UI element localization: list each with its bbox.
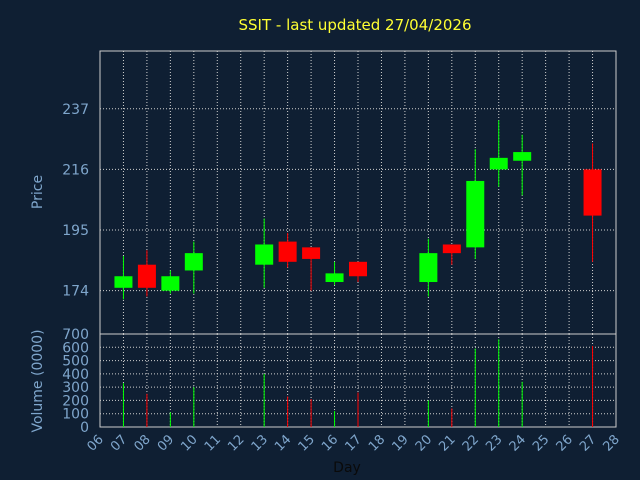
volume-y-tick-label: 100 [62, 407, 89, 423]
candle-body [137, 264, 156, 288]
candle-body [466, 180, 485, 248]
candle-body [325, 273, 344, 283]
volume-y-tick-label: 700 [62, 327, 89, 343]
candle-body [302, 247, 321, 259]
candle-body [114, 276, 133, 288]
price-axis-label: Price [30, 175, 46, 209]
volume-y-tick-label: 500 [62, 354, 89, 370]
candle-body [278, 241, 297, 262]
price-y-tick-labels: 174 195 216 237 [62, 102, 89, 300]
volume-y-tick-label: 200 [62, 393, 89, 409]
volume-y-tick-label: 600 [62, 340, 89, 356]
candle-body [513, 152, 532, 161]
volume-y-tick-label: 0 [80, 420, 89, 436]
price-y-tick-label: 174 [62, 284, 89, 300]
volume-y-tick-label: 300 [62, 380, 89, 396]
volume-bars [122, 339, 594, 427]
chart-title: SSIT - last updated 27/04/2026 [239, 16, 472, 34]
candle-body [489, 157, 508, 170]
price-y-tick-label: 195 [62, 223, 89, 239]
candle-body [255, 244, 274, 265]
candle-body [442, 244, 461, 254]
candle-body [419, 253, 438, 283]
candle-body [161, 276, 180, 291]
candle-body [349, 261, 367, 277]
price-y-tick-label: 237 [62, 102, 89, 118]
candle-body [583, 169, 602, 216]
price-y-tick-label: 216 [62, 162, 89, 178]
x-tick-labels: 06 07 08 09 10 11 12 13 14 15 16 17 18 19 20 21 22 23 24 25… [85, 432, 623, 454]
x-axis-label: Day [333, 460, 361, 476]
volume-y-tick-label: 400 [62, 367, 89, 383]
volume-axis-label: Volume (0000) [30, 329, 46, 432]
candles [114, 120, 602, 300]
candle-body [184, 253, 203, 271]
